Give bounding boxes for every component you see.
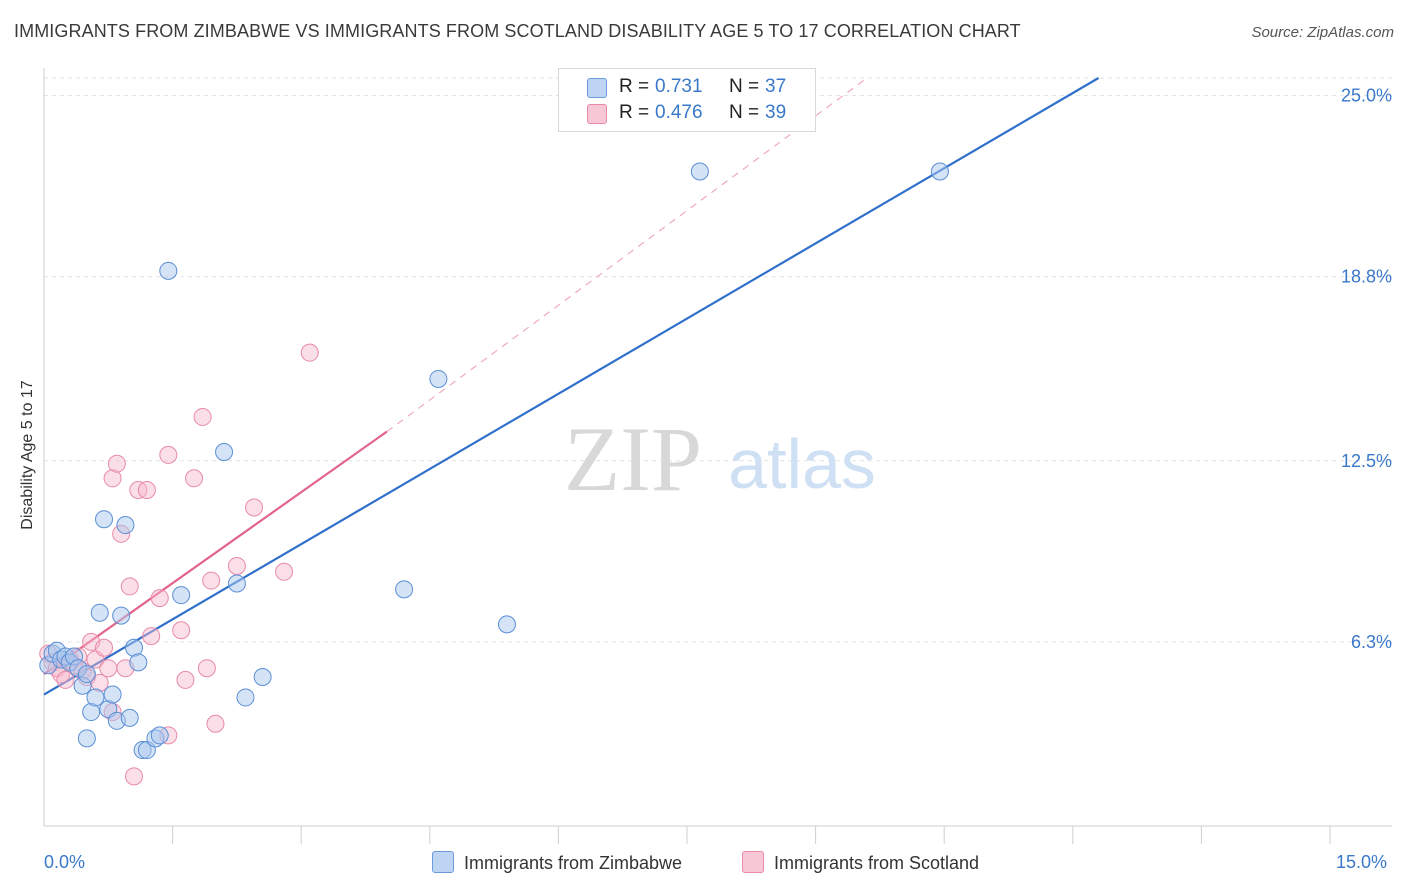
scotland-point xyxy=(120,577,139,596)
scotland-legend-swatch xyxy=(742,851,764,873)
scotland-n-value: 39 xyxy=(765,102,787,123)
stats-legend: R = 0.731 N = 37 R = 0.476 N = 39 xyxy=(558,68,816,132)
scotland-point xyxy=(56,670,75,689)
zimbabwe-point xyxy=(497,615,516,634)
scotland-point xyxy=(103,469,122,488)
zimbabwe-point xyxy=(90,603,109,622)
zimbabwe-point xyxy=(215,443,234,461)
zimbabwe-point xyxy=(172,586,191,605)
zimbabwe-point xyxy=(930,162,949,181)
zimbabwe-point xyxy=(159,261,178,280)
watermark: ZIP atlas xyxy=(564,408,876,510)
zimbabwe-point xyxy=(112,606,131,625)
data-points xyxy=(39,162,949,786)
legend-r-label: R = xyxy=(619,76,650,97)
scotland-point xyxy=(95,638,114,657)
legend-r-label: R = xyxy=(619,102,650,123)
axes xyxy=(43,68,1392,844)
bottom-legend-zimbabwe: Immigrants from Zimbabwe xyxy=(432,851,682,874)
trend-lines xyxy=(43,77,1100,696)
zimbabwe-trend-line xyxy=(43,77,1100,696)
y-tick-label: 18.8% xyxy=(1341,267,1392,287)
scotland-point xyxy=(107,454,126,473)
scotland-point xyxy=(197,659,216,678)
zimbabwe-point xyxy=(227,574,246,593)
y-tick-label: 6.3% xyxy=(1351,632,1392,652)
scotland-point xyxy=(176,670,195,689)
zimbabwe-point xyxy=(253,667,272,686)
y-tick-label: 12.5% xyxy=(1341,451,1392,471)
zimbabwe-point xyxy=(103,685,122,704)
scotland-point xyxy=(159,445,178,464)
scotland-point xyxy=(206,714,225,733)
scotland-point xyxy=(202,571,221,590)
zimbabwe-point xyxy=(77,729,96,748)
zimbabwe-point xyxy=(395,580,414,599)
zimbabwe-point xyxy=(129,653,148,672)
zimbabwe-point xyxy=(429,369,448,388)
scotland-point xyxy=(245,498,264,517)
watermark-atlas: atlas xyxy=(728,425,876,503)
scotland-point xyxy=(150,589,169,608)
gridlines xyxy=(44,77,1392,643)
scotland-point xyxy=(142,627,161,646)
scotland-point xyxy=(193,407,212,426)
y-axis-label: Disability Age 5 to 17 xyxy=(19,380,36,530)
chart-title: IMMIGRANTS FROM ZIMBABWE VS IMMIGRANTS F… xyxy=(14,21,1021,41)
scotland-trend-extension xyxy=(386,77,868,433)
zimbabwe-point xyxy=(77,665,96,684)
scotland-point xyxy=(125,767,144,786)
zimbabwe-point xyxy=(116,516,135,535)
source-label: Source: ZipAtlas.com xyxy=(1251,24,1394,41)
legend-n-label: N = xyxy=(729,102,760,123)
bottom-legend-scotland: Immigrants from Scotland xyxy=(742,851,979,874)
x-tick-label-max: 15.0% xyxy=(1336,852,1388,872)
zimbabwe-point xyxy=(86,688,105,707)
zimbabwe-point xyxy=(690,162,709,181)
zimbabwe-point xyxy=(120,708,139,727)
zimbabwe-point xyxy=(150,726,169,745)
y-tick-label: 25.0% xyxy=(1341,86,1392,106)
zimbabwe-n-value: 37 xyxy=(765,76,787,97)
scotland-point xyxy=(275,562,294,581)
scotland-trend-line xyxy=(43,430,388,675)
scotland-r-value: 0.476 xyxy=(655,102,703,123)
scotland-point xyxy=(185,469,204,488)
scotland-point xyxy=(300,343,319,362)
y-tick-labels: 6.3% 12.5% 18.8% 25.0% xyxy=(1341,86,1392,652)
scotland-point xyxy=(137,480,156,499)
watermark-zip: ZIP xyxy=(564,408,702,510)
zimbabwe-point xyxy=(236,688,255,707)
zimbabwe-point xyxy=(95,510,114,529)
zimbabwe-legend-swatch xyxy=(432,851,454,873)
scotland-point xyxy=(227,556,246,575)
zimbabwe-legend-label: Immigrants from Zimbabwe xyxy=(464,853,683,873)
legend-n-label: N = xyxy=(729,76,760,97)
x-tick-label-min: 0.0% xyxy=(44,852,86,872)
scotland-point xyxy=(99,659,118,678)
scotland-legend-label: Immigrants from Scotland xyxy=(774,853,980,873)
scotland-point xyxy=(172,621,191,640)
scotland-swatch xyxy=(587,104,607,124)
zimbabwe-swatch xyxy=(587,78,607,98)
zimbabwe-r-value: 0.731 xyxy=(655,76,703,97)
